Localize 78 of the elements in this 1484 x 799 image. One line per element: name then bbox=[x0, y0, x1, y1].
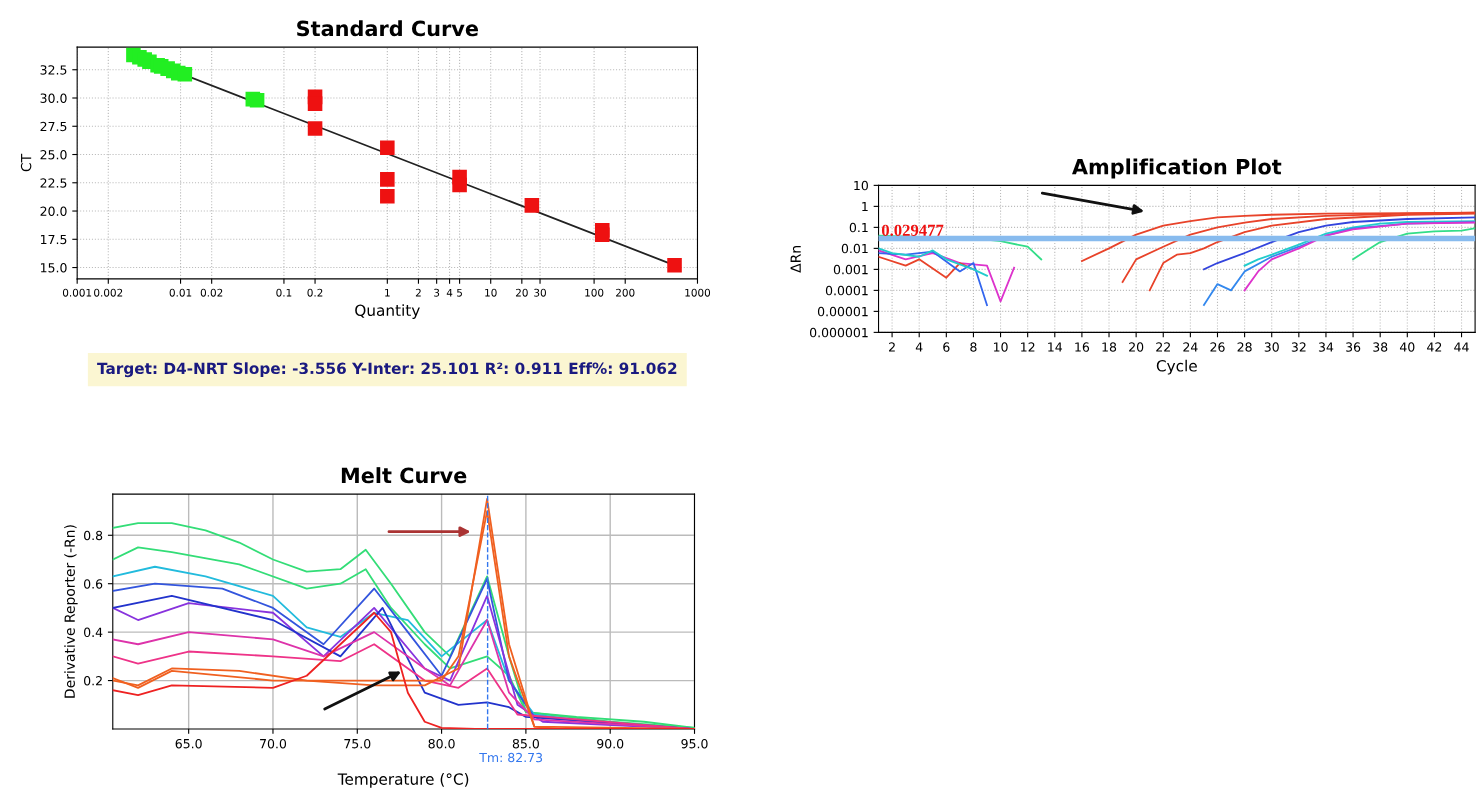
x-tick-label: 10 bbox=[993, 342, 1008, 352]
y-tick-label: 27.5 bbox=[40, 121, 67, 132]
x-tick-label: 85.0 bbox=[512, 738, 539, 749]
x-tick-label: 0.02 bbox=[200, 288, 223, 297]
y-tick-label: 0.0001 bbox=[825, 285, 868, 296]
x-tick-label: 26 bbox=[1210, 342, 1225, 352]
x-tick-label: 24 bbox=[1183, 342, 1198, 352]
y-tick-label: 0.4 bbox=[84, 627, 103, 638]
x-tick-label: 3 bbox=[434, 288, 440, 297]
x-tick-label: 90.0 bbox=[597, 738, 624, 749]
x-tick-label: 200 bbox=[616, 288, 635, 297]
x-axis-title: Quantity bbox=[355, 304, 420, 319]
x-tick-label: 0.001 bbox=[62, 288, 92, 297]
y-tick-label: 0.1 bbox=[849, 222, 868, 233]
y-tick-label: 0.00001 bbox=[817, 306, 868, 317]
y-tick-label: 22.5 bbox=[40, 178, 67, 188]
x-tick-label: 12 bbox=[1021, 342, 1035, 352]
x-tick-label: 42 bbox=[1427, 342, 1442, 352]
x-tick-label: 40 bbox=[1399, 342, 1415, 352]
y-tick-label: 25.0 bbox=[40, 149, 67, 160]
x-tick-label: 32 bbox=[1291, 342, 1306, 352]
y-tick-label: 1 bbox=[862, 202, 868, 212]
y-tick-label: 20.0 bbox=[40, 206, 67, 216]
x-tick-label: 34 bbox=[1318, 342, 1334, 352]
y-axis-title: CT bbox=[20, 153, 32, 172]
y-tick-label: 30.0 bbox=[40, 93, 67, 103]
y-tick-label: 32.5 bbox=[40, 65, 67, 75]
x-tick-label: 0.01 bbox=[169, 288, 192, 297]
x-tick-label: 4 bbox=[915, 342, 923, 352]
x-tick-label: 6 bbox=[943, 342, 950, 352]
x-tick-label: 22 bbox=[1156, 342, 1170, 352]
y-axis-title: Derivative Reporter (-Rn) bbox=[64, 525, 78, 698]
text: Target: D4-NRT Slope: -3.556 Y-Inter: 25.101 R²: 0.911 Eff%: 91.062 bbox=[97, 362, 677, 378]
x-tick-label: 38 bbox=[1373, 342, 1388, 352]
x-tick-label: 28 bbox=[1237, 342, 1252, 352]
x-tick-label: 0.2 bbox=[307, 288, 323, 297]
x-tick-label: 65.0 bbox=[175, 738, 202, 749]
x-tick-label: 75.0 bbox=[344, 738, 371, 749]
chart-title: Amplification Plot bbox=[1072, 158, 1282, 179]
x-axis-title: Cycle bbox=[1156, 359, 1197, 375]
x-tick-label: 16 bbox=[1075, 342, 1090, 352]
x-tick-label: 8 bbox=[970, 342, 977, 352]
y-tick-label: 17.5 bbox=[40, 234, 67, 245]
x-tick-label: 14 bbox=[1048, 342, 1063, 352]
ref-line-label: 0.029477 bbox=[881, 224, 944, 236]
x-tick-label: 30 bbox=[1264, 342, 1279, 352]
y-tick-label: 0.2 bbox=[84, 676, 102, 686]
x-tick-label: 2 bbox=[415, 288, 421, 297]
x-tick-label: 30 bbox=[534, 288, 546, 297]
chart-title: Melt Curve bbox=[341, 467, 467, 484]
x-tick-label: 36 bbox=[1346, 342, 1361, 352]
y-tick-label: 0.000001 bbox=[809, 327, 868, 338]
x-tick-label: 44 bbox=[1454, 342, 1469, 352]
y-tick-label: 0.01 bbox=[841, 243, 868, 254]
ref-line-label: Tm: 82.73 bbox=[479, 752, 543, 763]
x-tick-label: 0.1 bbox=[276, 288, 292, 297]
y-tick-label: 0.001 bbox=[833, 264, 868, 275]
y-tick-label: 0.6 bbox=[84, 579, 103, 589]
x-tick-label: 5 bbox=[457, 288, 462, 297]
y-tick-label: 15.0 bbox=[40, 263, 67, 273]
x-tick-label: 1 bbox=[385, 288, 390, 297]
x-tick-label: 80.0 bbox=[428, 738, 455, 749]
x-tick-label: 4 bbox=[446, 288, 453, 297]
y-tick-label: 0.8 bbox=[84, 530, 103, 541]
y-axis-title: ΔRn bbox=[790, 246, 801, 273]
x-tick-label: 18 bbox=[1102, 342, 1117, 352]
x-tick-label: 20 bbox=[1129, 342, 1144, 352]
x-tick-label: 95.0 bbox=[681, 738, 708, 749]
y-tick-label: 10 bbox=[854, 180, 868, 191]
x-tick-label: 1000 bbox=[685, 288, 711, 297]
x-tick-label: 100 bbox=[585, 288, 604, 297]
x-tick-label: 20 bbox=[515, 288, 528, 297]
x-axis-title: Temperature (°C) bbox=[337, 773, 469, 788]
x-tick-label: 70.0 bbox=[260, 738, 287, 749]
x-tick-label: 2 bbox=[889, 342, 895, 352]
x-tick-label: 0.002 bbox=[94, 288, 123, 297]
chart-title: Standard Curve bbox=[297, 20, 478, 37]
x-tick-label: 10 bbox=[485, 288, 497, 297]
